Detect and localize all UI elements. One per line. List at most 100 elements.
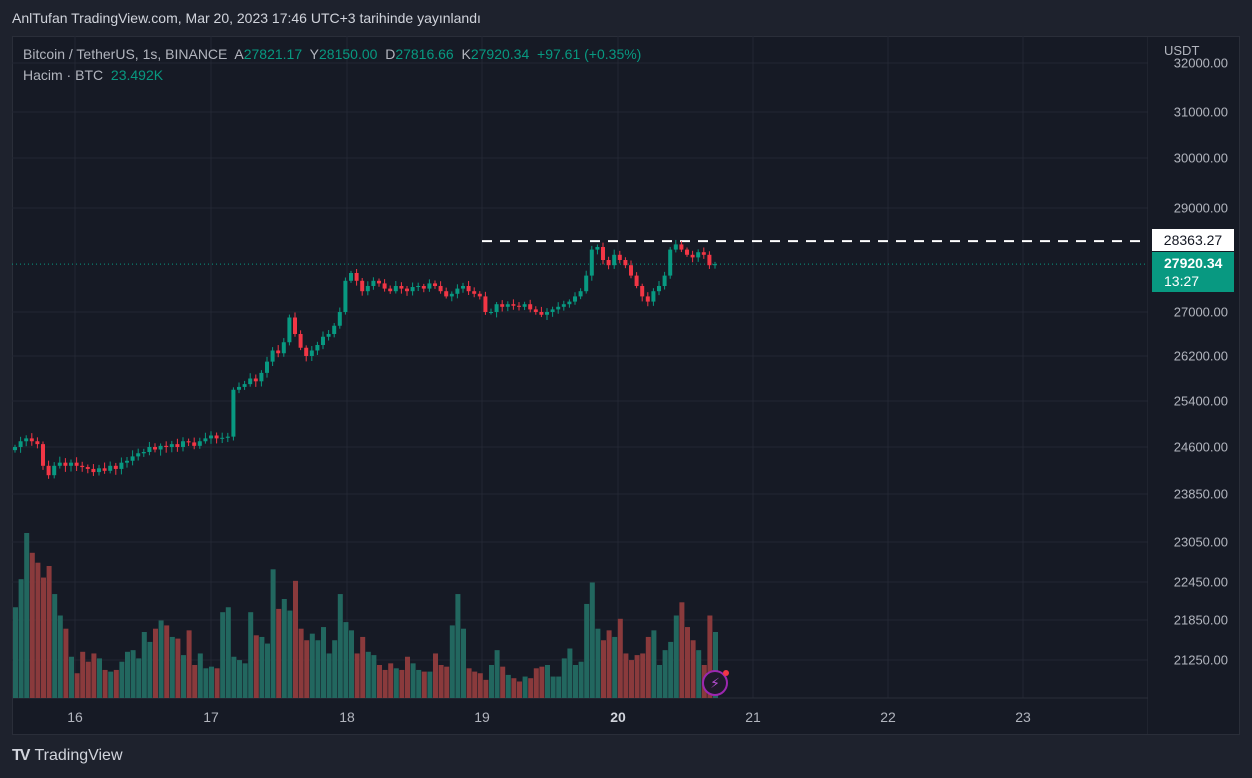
volume-bar <box>360 636 366 698</box>
candle-body <box>153 447 157 450</box>
volume-value: 23.492K <box>110 67 164 83</box>
volume-bar <box>679 602 685 698</box>
volume-bar <box>578 661 584 698</box>
candle-body <box>500 304 505 307</box>
candle-body <box>461 286 465 289</box>
low-label: D <box>385 46 396 62</box>
volume-bar <box>259 636 265 698</box>
candle-body <box>169 444 174 447</box>
volume-bar <box>125 651 130 698</box>
volume-bar <box>421 671 427 698</box>
volume-bar <box>483 679 489 698</box>
low-value: 27816.66 <box>395 46 454 62</box>
candle-body <box>130 456 135 461</box>
price-tick-label: 30000.00 <box>1173 150 1228 166</box>
notification-dot <box>723 670 729 676</box>
volume-bar <box>662 650 668 698</box>
candle-body <box>505 304 510 307</box>
price-tick-label: 21250.00 <box>1173 652 1228 668</box>
volume-bar <box>164 625 170 698</box>
candle-body <box>69 462 73 466</box>
volume-bar <box>522 676 528 698</box>
candle-body <box>270 350 275 362</box>
volume-bar <box>589 582 595 698</box>
candle-body <box>449 293 454 297</box>
candle-body <box>472 291 477 294</box>
volume-bar <box>153 628 158 698</box>
volume-bar <box>354 653 360 698</box>
candle-body <box>203 438 208 442</box>
volume-bar <box>175 638 181 698</box>
publish-info: AnlTufan TradingView.com, Mar 20, 2023 1… <box>12 10 481 26</box>
price-tick-label: 31000.00 <box>1173 104 1228 120</box>
volume-bar <box>181 655 186 698</box>
tradingview-brand[interactable]: TV TradingView <box>12 747 123 765</box>
candle-body <box>220 437 225 439</box>
volume-bar <box>595 628 601 698</box>
open-label: A <box>234 46 244 62</box>
volume-bar <box>505 674 511 698</box>
candle-body <box>466 286 471 292</box>
volume-bar <box>685 627 690 698</box>
candle-body <box>136 453 141 457</box>
volume-bar <box>29 552 35 698</box>
volume-bar <box>606 630 612 698</box>
volume-bar <box>427 671 433 698</box>
volume-bar <box>673 615 679 698</box>
volume-bar <box>270 569 276 698</box>
candle-body <box>119 462 124 469</box>
candle-body <box>410 287 415 292</box>
volume-bar <box>545 665 550 698</box>
volume-bar <box>214 668 220 698</box>
candle-body <box>433 283 437 286</box>
volume-bar <box>265 643 270 698</box>
volume-bar <box>438 665 444 698</box>
volume-bar <box>192 665 198 698</box>
volume-bar <box>220 612 226 698</box>
volume-bar <box>231 656 237 698</box>
candle-body <box>265 361 269 373</box>
candle-body <box>102 468 107 471</box>
volume-bar <box>343 622 349 698</box>
price-unit[interactable]: USDT <box>1164 43 1200 58</box>
volume-bar <box>371 655 377 698</box>
price-tick-label: 24600.00 <box>1173 439 1228 455</box>
candle-body <box>444 291 449 297</box>
candle-body <box>657 286 661 292</box>
volume-bar <box>349 630 354 698</box>
high-value: 28150.00 <box>319 46 378 62</box>
candle-body <box>483 296 488 312</box>
volume-bar <box>377 665 382 698</box>
candle-body <box>293 317 297 334</box>
volume-bar <box>85 661 91 698</box>
candle-body <box>242 384 247 387</box>
volume-bar <box>634 655 640 698</box>
volume-bar <box>489 665 494 698</box>
candle-body <box>701 252 706 255</box>
candle-body <box>556 306 561 310</box>
close-value: 27920.34 <box>470 46 530 62</box>
volume-bar <box>287 610 293 698</box>
volume-label[interactable]: Hacim · BTC <box>23 67 104 83</box>
change-value: +97.61 (+0.35%) <box>537 46 642 62</box>
candle-body <box>209 435 213 439</box>
volume-bar <box>528 678 534 698</box>
volume-bar <box>52 594 58 698</box>
volume-bar <box>337 594 343 698</box>
volume-bar <box>573 665 578 698</box>
candle-body <box>304 347 309 356</box>
chart-panel[interactable] <box>12 36 1240 735</box>
candle-body <box>85 467 90 469</box>
price-chart[interactable] <box>12 36 1148 735</box>
volume-bar <box>393 668 399 698</box>
volume-bar <box>225 607 231 698</box>
candle-body <box>35 441 40 445</box>
candle-body <box>455 288 460 294</box>
close-label: K <box>461 46 471 62</box>
candle-body <box>125 460 129 463</box>
candle-body <box>696 252 701 258</box>
lightning-icon[interactable]: ⚡ <box>702 670 729 696</box>
candle-body <box>91 468 96 473</box>
time-tick-label: 20 <box>610 709 626 725</box>
symbol-name[interactable]: Bitcoin / TetherUS, 1s, BINANCE <box>23 46 228 62</box>
